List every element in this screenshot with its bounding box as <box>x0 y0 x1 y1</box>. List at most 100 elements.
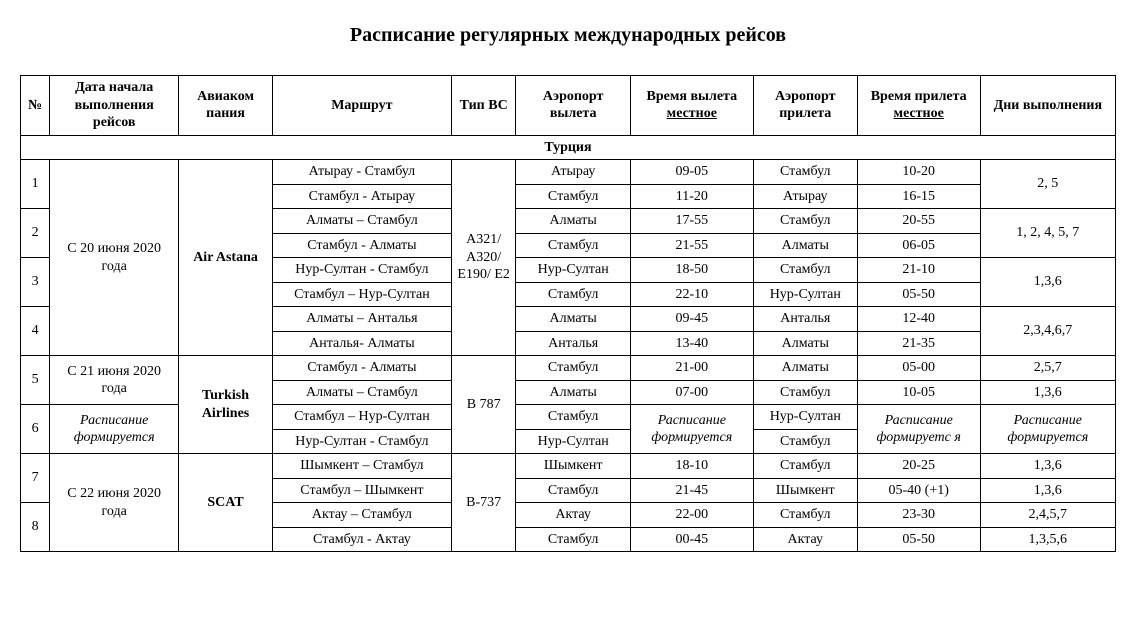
col-dep-airport: Аэропорт вылета <box>516 76 630 136</box>
arr-tm-cell: 21-35 <box>857 331 980 356</box>
dep-tm-cell: 18-50 <box>630 258 753 283</box>
dep-tm-cell: 00-45 <box>630 527 753 552</box>
arr-ap-cell: Алматы <box>753 233 857 258</box>
route-cell: Атырау - Стамбул <box>272 160 451 185</box>
col-arr-airport: Аэропорт прилета <box>753 76 857 136</box>
days-cell: 2,5,7 <box>980 356 1115 381</box>
days-cell: 1,3,6 <box>980 454 1115 479</box>
airline-cell: SCAT <box>179 454 273 552</box>
arr-tm-cell: 10-20 <box>857 160 980 185</box>
dep-ap-cell: Алматы <box>516 307 630 332</box>
route-cell: Нур-Султан - Стамбул <box>272 429 451 454</box>
route-cell: Актау – Стамбул <box>272 503 451 528</box>
arr-ap-cell: Алматы <box>753 356 857 381</box>
route-cell: Стамбул – Нур-Султан <box>272 405 451 430</box>
dep-ap-cell: Шымкент <box>516 454 630 479</box>
dep-ap-cell: Стамбул <box>516 356 630 381</box>
arr-ap-cell: Актау <box>753 527 857 552</box>
route-cell: Стамбул - Атырау <box>272 184 451 209</box>
days-cell: 1,3,6 <box>980 258 1115 307</box>
header-row: № Дата начала выполнения рейсов Авиаком … <box>21 76 1116 136</box>
ac-cell: A321/ A320/ E190/ E2 <box>451 160 516 356</box>
arr-ap-cell: Шымкент <box>753 478 857 503</box>
num-cell: 6 <box>21 405 50 454</box>
date-cell: С 21 июня 2020 года <box>50 356 179 405</box>
arr-time-local: местное <box>894 106 944 121</box>
arr-ap-cell: Нур-Султан <box>753 405 857 430</box>
dep-time-local: местное <box>667 106 717 121</box>
table-row: 7 С 22 июня 2020 года SCAT Шымкент – Ста… <box>21 454 1116 479</box>
arr-tm-cell: Расписание формируетс я <box>857 405 980 454</box>
schedule-table: № Дата начала выполнения рейсов Авиаком … <box>20 75 1116 552</box>
days-cell: 1,3,5,6 <box>980 527 1115 552</box>
dep-ap-cell: Алматы <box>516 380 630 405</box>
airline-name: Air Astana <box>193 250 258 265</box>
route-cell: Анталья- Алматы <box>272 331 451 356</box>
days-cell: 1,3,6 <box>980 380 1115 405</box>
date-cell: С 20 июня 2020 года <box>50 160 179 356</box>
num-cell: 3 <box>21 258 50 307</box>
col-ac: Тип ВС <box>451 76 516 136</box>
dep-time-prefix: Время вылета <box>647 89 738 104</box>
arr-ap-cell: Стамбул <box>753 454 857 479</box>
dep-tm-cell: 11-20 <box>630 184 753 209</box>
airline-name: Turkish Airlines <box>202 388 249 421</box>
arr-tm-cell: 05-50 <box>857 527 980 552</box>
arr-ap-cell: Стамбул <box>753 258 857 283</box>
dep-tm-cell: 09-45 <box>630 307 753 332</box>
arr-ap-cell: Стамбул <box>753 209 857 234</box>
arr-tm-cell: 20-25 <box>857 454 980 479</box>
route-cell: Стамбул – Шымкент <box>272 478 451 503</box>
section-title: Турция <box>21 135 1116 160</box>
dep-tm-cell: 21-00 <box>630 356 753 381</box>
dep-ap-cell: Атырау <box>516 160 630 185</box>
section-row: Турция <box>21 135 1116 160</box>
dep-ap-cell: Стамбул <box>516 282 630 307</box>
arr-tm-cell: 06-05 <box>857 233 980 258</box>
arr-tm-cell: 23-30 <box>857 503 980 528</box>
arr-ap-cell: Стамбул <box>753 160 857 185</box>
num-cell: 4 <box>21 307 50 356</box>
arr-ap-cell: Алматы <box>753 331 857 356</box>
col-dep-time: Время вылета местное <box>630 76 753 136</box>
num-cell: 1 <box>21 160 50 209</box>
date-cell: Расписание формируется <box>50 405 179 454</box>
route-cell: Алматы – Стамбул <box>272 380 451 405</box>
route-cell: Алматы – Стамбул <box>272 209 451 234</box>
col-arr-time: Время прилета местное <box>857 76 980 136</box>
days-cell: 2,3,4,6,7 <box>980 307 1115 356</box>
dep-tm-cell: 17-55 <box>630 209 753 234</box>
dep-tm-cell: 22-00 <box>630 503 753 528</box>
table-row: 5 С 21 июня 2020 года Turkish Airlines С… <box>21 356 1116 381</box>
dep-ap-cell: Анталья <box>516 331 630 356</box>
dep-ap-cell: Стамбул <box>516 184 630 209</box>
airline-cell: Turkish Airlines <box>179 356 273 454</box>
dep-ap-cell: Алматы <box>516 209 630 234</box>
arr-ap-cell: Атырау <box>753 184 857 209</box>
dep-tm-cell: 07-00 <box>630 380 753 405</box>
arr-tm-cell: 16-15 <box>857 184 980 209</box>
dep-tm-cell: 18-10 <box>630 454 753 479</box>
dep-ap-cell: Стамбул <box>516 478 630 503</box>
route-cell: Нур-Султан - Стамбул <box>272 258 451 283</box>
arr-ap-cell: Стамбул <box>753 429 857 454</box>
arr-tm-cell: 05-00 <box>857 356 980 381</box>
arr-ap-cell: Стамбул <box>753 503 857 528</box>
arr-tm-cell: 10-05 <box>857 380 980 405</box>
ac-cell: B-737 <box>451 454 516 552</box>
dep-ap-cell: Стамбул <box>516 233 630 258</box>
col-airline: Авиаком пания <box>179 76 273 136</box>
route-cell: Стамбул - Алматы <box>272 233 451 258</box>
route-cell: Стамбул – Нур-Султан <box>272 282 451 307</box>
num-cell: 8 <box>21 503 50 552</box>
days-cell: 2, 5 <box>980 160 1115 209</box>
arr-tm-cell: 05-40 (+1) <box>857 478 980 503</box>
dep-tm-cell: 22-10 <box>630 282 753 307</box>
dep-ap-cell: Стамбул <box>516 405 630 430</box>
dep-ap-cell: Нур-Султан <box>516 258 630 283</box>
route-cell: Стамбул - Актау <box>272 527 451 552</box>
col-date: Дата начала выполнения рейсов <box>50 76 179 136</box>
route-cell: Алматы – Анталья <box>272 307 451 332</box>
arr-tm-cell: 12-40 <box>857 307 980 332</box>
dep-ap-cell: Актау <box>516 503 630 528</box>
